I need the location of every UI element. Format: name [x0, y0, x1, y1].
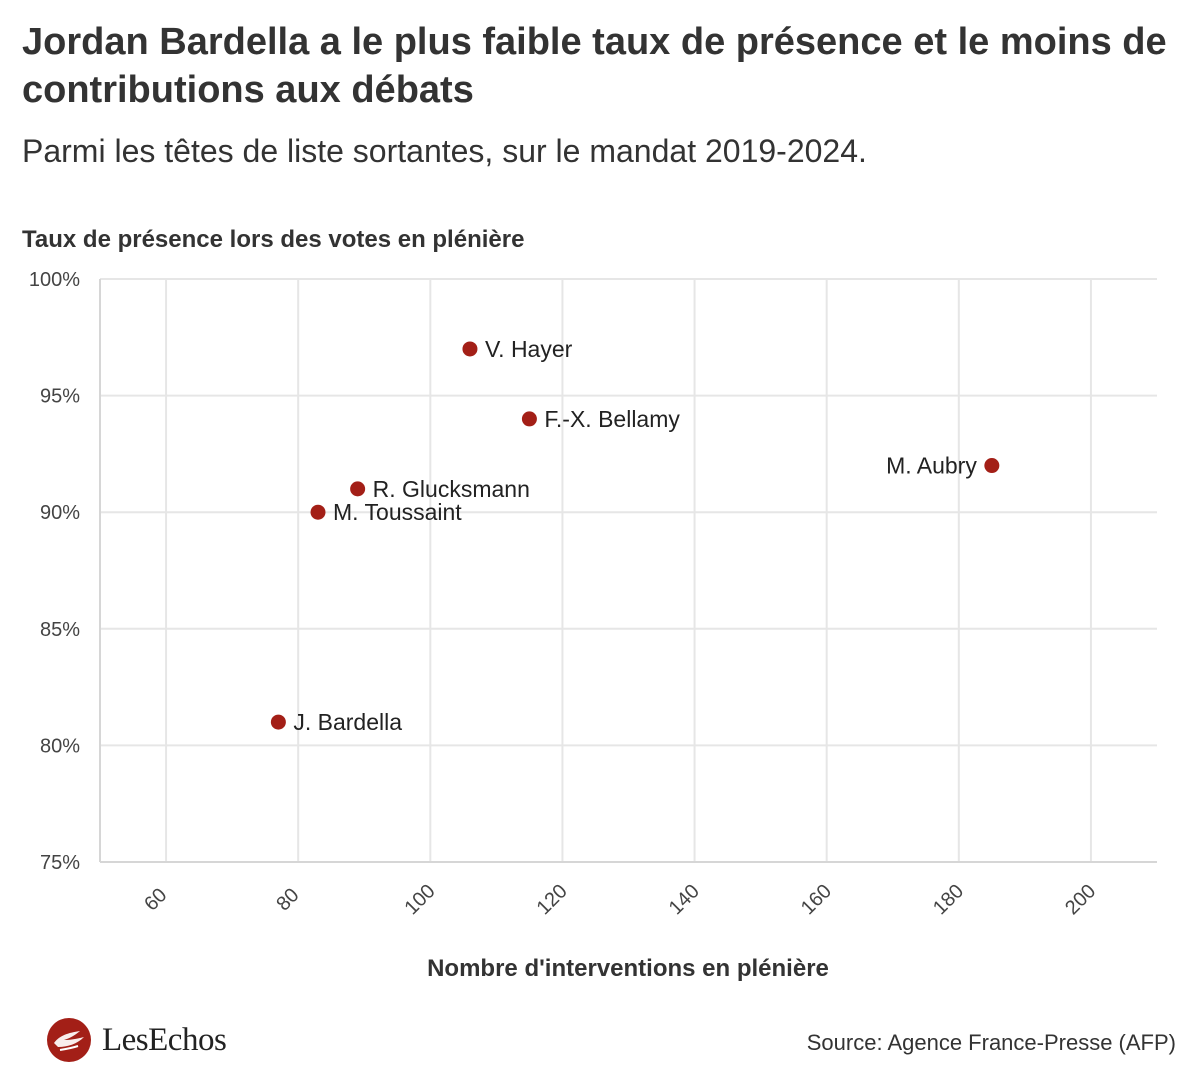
chart-subtitle: Parmi les têtes de liste sortantes, sur …: [22, 133, 867, 169]
les-echos-logo: LesEchos: [46, 1016, 227, 1064]
data-point-label: M. Aubry: [886, 453, 977, 479]
data-point-label: R. Glucksmann: [373, 476, 530, 502]
x-tick-label: 120: [533, 880, 572, 919]
y-tick-label: 95%: [40, 386, 80, 408]
tick-layer: 75% 80% 85% 90% 95% 100% 60 80 100 120 140 160 180 20…: [29, 269, 1100, 919]
logo-wordmark: LesEchos: [102, 1021, 227, 1058]
data-point-label: V. Hayer: [485, 336, 573, 362]
data-point: [350, 481, 366, 497]
scatter-chart: Taux de présence lors des votes en pléni…: [22, 226, 1157, 982]
data-point: [984, 458, 1000, 474]
les-echos-emblem-icon: [47, 1018, 91, 1062]
x-axis-title: Nombre d'interventions en plénière: [427, 955, 829, 982]
x-tick-label: 200: [1061, 880, 1100, 919]
data-point-label: J. Bardella: [293, 709, 402, 735]
data-point: [521, 411, 537, 427]
y-axis-title: Taux de présence lors des votes en pléni…: [22, 226, 524, 253]
x-tick-label: 160: [797, 880, 836, 919]
x-tick-label: 100: [400, 880, 439, 919]
data-point: [310, 504, 326, 520]
source-note: Source: Agence France-Presse (AFP): [806, 1030, 1176, 1055]
data-point: [270, 714, 286, 730]
y-tick-label: 100%: [29, 269, 80, 291]
x-tick-label: 80: [272, 884, 303, 915]
x-tick-label: 60: [140, 884, 171, 915]
x-tick-label: 140: [665, 880, 704, 919]
data-point-label: M. Toussaint: [333, 499, 462, 525]
y-tick-label: 80%: [40, 735, 80, 757]
point-layer: V. Hayer F.-X. Bellamy M. Aubry R. Glucksma…: [270, 336, 1000, 735]
y-tick-label: 75%: [40, 852, 80, 874]
grid-layer: [99, 278, 1157, 863]
y-tick-label: 90%: [40, 502, 80, 524]
chart-title: Jordan Bardella a le plus faible taux de…: [22, 21, 1167, 111]
data-point-label: F.-X. Bellamy: [544, 406, 680, 432]
y-tick-label: 85%: [40, 619, 80, 641]
x-tick-label: 180: [929, 880, 968, 919]
data-point: [462, 341, 478, 357]
